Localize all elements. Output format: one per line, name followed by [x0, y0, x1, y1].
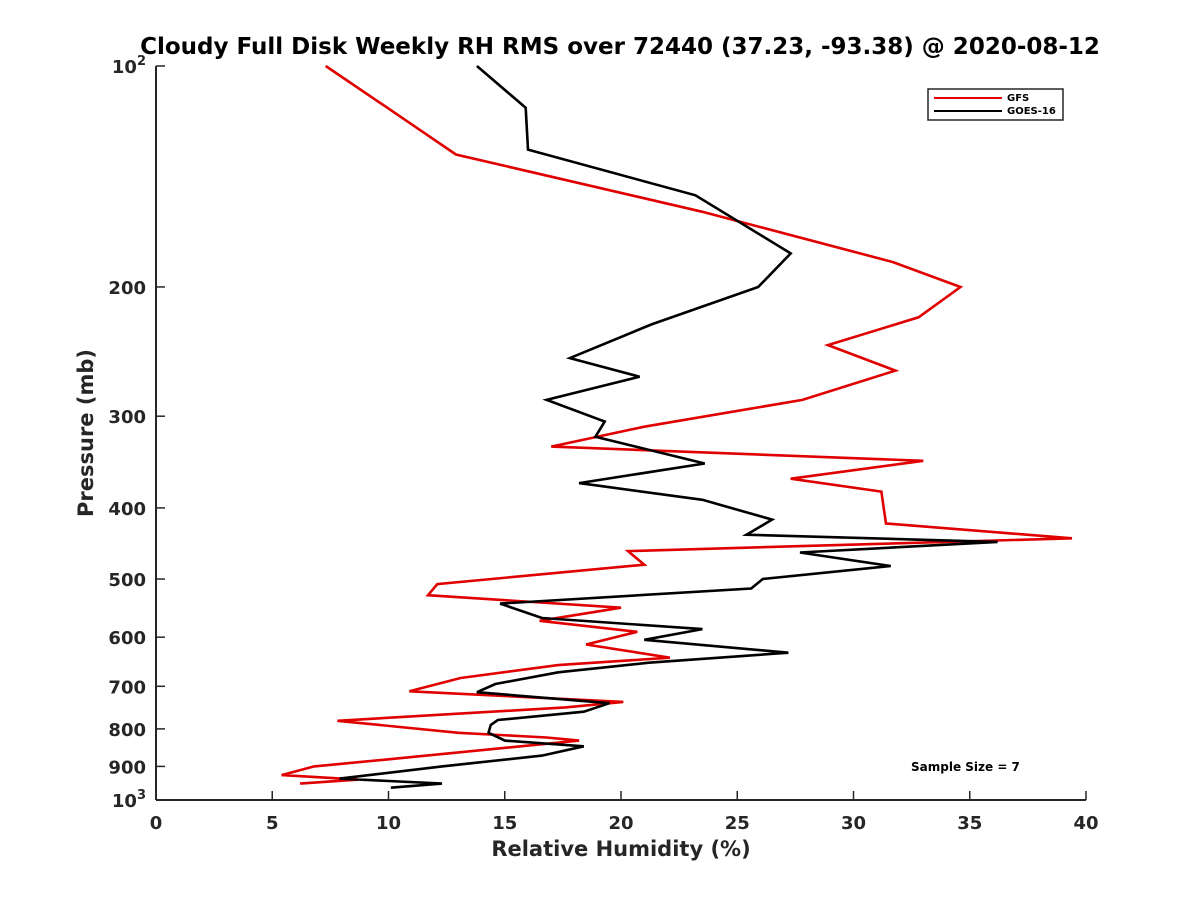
x-tick-label: 20 [608, 813, 633, 834]
y-tick-label: 500 [108, 570, 146, 591]
y-tick-label: 600 [108, 628, 146, 649]
x-tick-label: 40 [1073, 813, 1098, 834]
series-line-gfs [281, 64, 1073, 785]
x-tick-label: 35 [957, 813, 982, 834]
x-ticks: 0 5 10 15 20 25 30 35 40 [150, 791, 1099, 834]
x-tick-label: 15 [492, 813, 517, 834]
chart-title: Cloudy Full Disk Weekly RH RMS over 7244… [140, 34, 1100, 60]
x-tick-label: 5 [266, 813, 279, 834]
x-axis-label: Relative Humidity (%) [491, 837, 750, 861]
y-tick-label: 900 [108, 757, 146, 778]
x-tick-label: 30 [841, 813, 866, 834]
y-tick-label: 700 [108, 677, 146, 698]
y-ticks: 102 200 300 400 500 600 700 800 900 103 [108, 54, 165, 812]
x-tick-label: 25 [725, 813, 750, 834]
y-tick-label: 800 [108, 720, 146, 741]
sample-size-annotation: Sample Size = 7 [911, 760, 1020, 774]
y-tick-label: 102 [112, 54, 146, 78]
series-line-goes16 [339, 65, 998, 789]
x-tick-label: 0 [150, 813, 163, 834]
legend-label-goes16: GOES-16 [1007, 106, 1056, 117]
x-tick-label: 10 [376, 813, 401, 834]
legend-box [927, 88, 1064, 121]
legend: GFS GOES-16 [927, 88, 1064, 121]
plot-series [281, 64, 1073, 789]
legend-label-gfs: GFS [1007, 93, 1029, 104]
y-tick-label: 300 [108, 407, 146, 428]
y-tick-label: 200 [108, 278, 146, 299]
y-tick-label: 400 [108, 499, 146, 520]
y-tick-label: 103 [112, 788, 146, 812]
y-axis-label: Pressure (mb) [74, 349, 98, 517]
